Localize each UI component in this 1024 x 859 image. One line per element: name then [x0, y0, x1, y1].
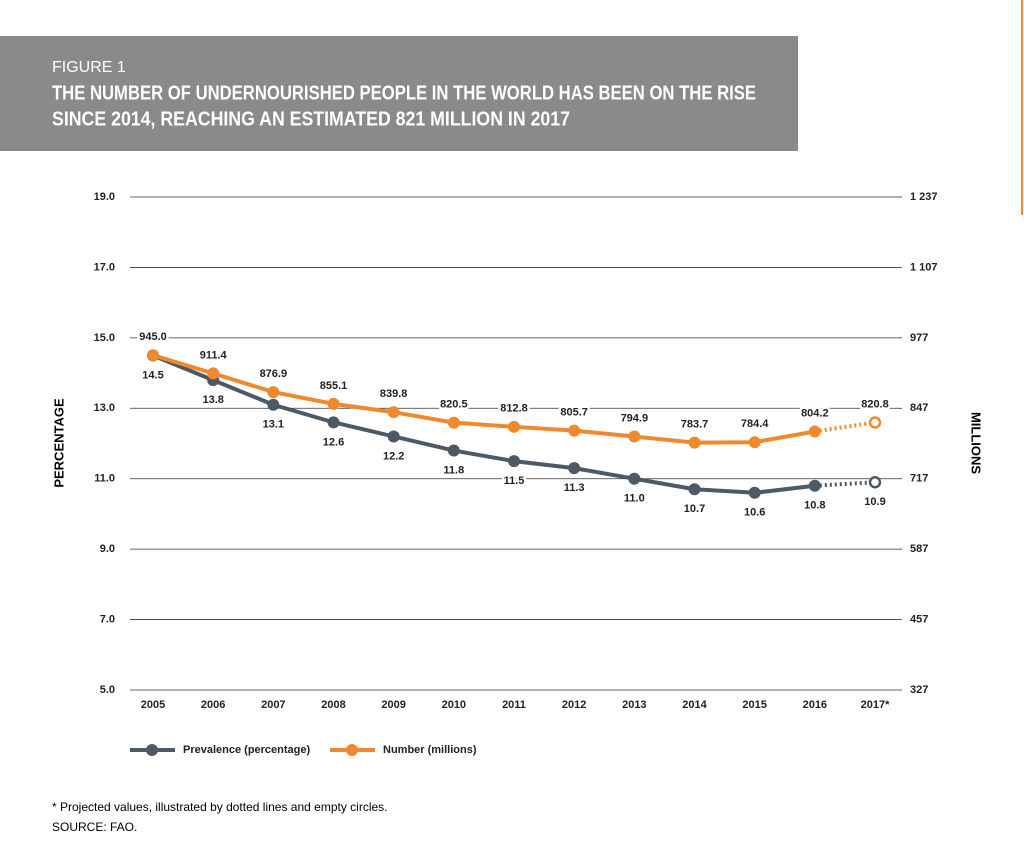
x-tick-label: 2016	[803, 699, 827, 711]
x-tick-label: 2006	[201, 699, 225, 711]
data-label: 10.8	[804, 500, 825, 512]
data-label: 805.7	[560, 407, 588, 419]
data-label: 839.8	[380, 388, 408, 400]
data-label: 12.2	[383, 450, 404, 462]
data-point	[568, 462, 581, 475]
footnote: * Projected values, illustrated by dotte…	[52, 800, 388, 814]
data-point	[868, 475, 882, 489]
series-line	[151, 353, 817, 445]
legend-marker	[346, 744, 358, 756]
y2-tick-label: 327	[910, 684, 928, 696]
data-point	[508, 420, 520, 433]
y2-tick-label: 1 107	[910, 261, 938, 273]
y-tick-label: 15.0	[94, 332, 115, 344]
series-line	[151, 353, 817, 495]
y2-tick-label: 457	[910, 613, 928, 625]
data-point	[748, 436, 761, 449]
data-point	[387, 430, 400, 443]
y-tick-label: 5.0	[100, 684, 115, 696]
y2-tick-label: 977	[910, 332, 928, 344]
data-point	[327, 416, 340, 429]
data-label: 14.5	[142, 369, 163, 381]
y-tick-label: 17.0	[94, 261, 115, 273]
data-point	[147, 349, 159, 362]
y-tick-label: 13.0	[94, 402, 115, 414]
y2-axis-title: MILLIONS	[969, 412, 984, 474]
source: SOURCE: FAO.	[52, 820, 137, 834]
x-tick-label: 2013	[622, 699, 646, 711]
x-tick-label: 2010	[442, 699, 466, 711]
data-label: 11.0	[624, 493, 645, 505]
data-label: 13.8	[202, 394, 223, 406]
data-point	[327, 397, 340, 410]
data-point	[568, 424, 581, 437]
y-tick-label: 7.0	[100, 613, 115, 625]
x-tick-label: 2015	[742, 699, 766, 711]
x-tick-label: 2007	[261, 699, 285, 711]
x-tick-label: 2009	[381, 699, 405, 711]
data-point	[508, 455, 520, 468]
data-label: 911.4	[200, 349, 228, 361]
data-label: 13.1	[263, 419, 284, 431]
figure-label: FIGURE 1	[52, 59, 126, 76]
data-point	[748, 486, 761, 499]
x-tick-label: 2011	[502, 699, 526, 711]
data-point	[628, 472, 641, 485]
data-point	[387, 406, 400, 419]
data-label: 11.8	[443, 464, 464, 476]
y2-tick-label: 1 237	[910, 191, 938, 203]
legend-label: Number (millions)	[383, 744, 477, 756]
x-tick-label: 2014	[682, 699, 707, 711]
data-point	[808, 479, 821, 492]
data-point	[267, 398, 280, 411]
data-label: 820.8	[861, 398, 889, 410]
data-label: 784.4	[741, 418, 769, 430]
data-point	[808, 425, 821, 438]
chart-title: SINCE 2014, REACHING AN ESTIMATED 821 MI…	[52, 108, 570, 130]
data-label: 855.1	[320, 380, 348, 392]
y-tick-label: 9.0	[100, 543, 115, 555]
data-point	[628, 430, 641, 443]
data-point	[868, 416, 882, 429]
header-band	[0, 36, 798, 151]
data-label: 945.0	[139, 331, 167, 343]
y-tick-label: 19.0	[94, 191, 115, 203]
y2-tick-label: 587	[910, 543, 928, 555]
data-label: 10.6	[744, 507, 765, 519]
chart-title: THE NUMBER OF UNDERNOURISHED PEOPLE IN T…	[52, 82, 756, 104]
data-label: 820.5	[440, 399, 468, 411]
data-label: 876.9	[260, 368, 288, 380]
data-label: 10.7	[684, 503, 705, 515]
x-tick-label: 2012	[562, 699, 586, 711]
y-tick-label: 11.0	[94, 473, 115, 485]
data-point	[267, 386, 280, 399]
data-label: 11.5	[504, 475, 525, 487]
x-tick-label: 2017*	[861, 699, 890, 711]
data-point	[688, 483, 701, 496]
y-axis-title: PERCENTAGE	[51, 398, 66, 488]
legend-label: Prevalence (percentage)	[183, 744, 311, 756]
projected-line	[814, 420, 876, 434]
x-tick-label: 2008	[321, 699, 345, 711]
data-label: 10.9	[864, 496, 885, 508]
legend-marker	[146, 744, 158, 756]
data-label: 804.2	[801, 407, 829, 419]
data-point	[447, 444, 460, 457]
data-label: 783.7	[681, 418, 709, 430]
data-point	[207, 367, 220, 380]
x-tick-label: 2005	[141, 699, 165, 711]
y2-tick-label: 717	[910, 473, 928, 485]
y2-tick-label: 847	[910, 402, 928, 414]
data-point	[447, 416, 460, 429]
data-point	[688, 436, 701, 449]
projected-line	[814, 480, 876, 488]
data-label: 812.8	[500, 403, 528, 415]
data-label: 11.3	[564, 482, 585, 494]
data-label: 12.6	[323, 436, 344, 448]
data-label: 794.9	[621, 412, 649, 424]
